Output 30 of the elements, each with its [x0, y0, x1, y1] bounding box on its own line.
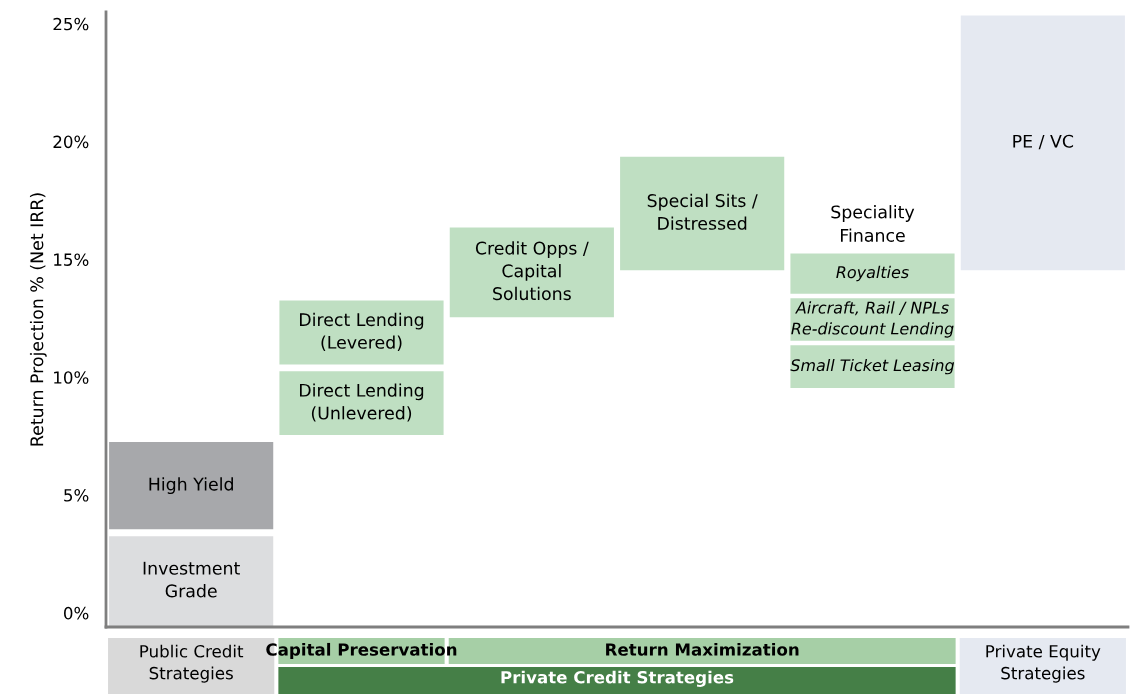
- y-tick-label: 5%: [64, 489, 89, 502]
- text: Private Equity Strategies: [986, 644, 1101, 683]
- annotation: Speciality Finance: [831, 205, 915, 242]
- bar: [107, 534, 276, 627]
- y-axis-title: Return Projection % (Net IRR): [29, 193, 47, 446]
- y-tick-label: 20%: [53, 135, 89, 149]
- bar: [618, 154, 787, 273]
- data-label: Direct Lending (Levered): [300, 312, 424, 351]
- data-label: Small Ticket Leasing: [790, 358, 955, 375]
- bar: [107, 439, 276, 532]
- bar: [447, 225, 616, 320]
- y-tick-label: 25%: [53, 17, 89, 31]
- text: Capital Preservation: [266, 642, 457, 660]
- data-label: Royalties: [836, 265, 909, 282]
- data-label: Credit Opps / Capital Solutions: [475, 241, 589, 301]
- bar: [277, 369, 446, 438]
- text: Return Maximization: [606, 642, 799, 656]
- data-label: Direct Lending (Unlevered): [300, 383, 424, 422]
- bar: [958, 13, 1127, 273]
- text: Public Credit Strategies: [140, 644, 244, 683]
- data-label: PE / VC: [1013, 134, 1074, 150]
- y-tick-label: 0%: [63, 606, 89, 620]
- y-tick-label: 15%: [54, 253, 89, 266]
- bar: [277, 298, 446, 367]
- data-label: Investment Grade: [143, 561, 240, 598]
- data-label: Special Sits / Distressed: [647, 193, 758, 230]
- text: Private Credit Strategies: [501, 670, 734, 687]
- data-label: High Yield: [149, 477, 233, 495]
- y-tick-label: 10%: [54, 371, 89, 384]
- data-label: Aircraft, Rail / NPLs Re-discount Lending: [791, 301, 954, 338]
